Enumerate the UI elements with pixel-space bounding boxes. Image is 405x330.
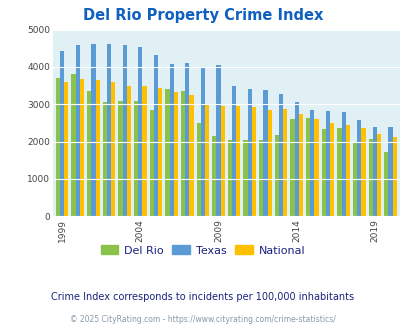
Bar	[95, 80, 100, 216]
Bar	[321, 128, 325, 216]
Bar	[200, 67, 205, 216]
Bar	[126, 86, 131, 216]
Bar	[134, 101, 138, 216]
Bar	[274, 135, 278, 216]
Bar	[181, 91, 185, 216]
Bar	[107, 44, 111, 216]
Bar	[87, 91, 91, 216]
Bar	[232, 86, 236, 216]
Bar	[142, 86, 146, 216]
Bar	[294, 102, 298, 216]
Bar	[227, 141, 232, 216]
Bar	[251, 107, 256, 216]
Bar	[388, 127, 392, 216]
Bar	[60, 51, 64, 216]
Text: Del Rio Property Crime Index: Del Rio Property Crime Index	[83, 8, 322, 23]
Bar	[345, 125, 349, 216]
Bar	[278, 94, 282, 216]
Text: Crime Index corresponds to incidents per 100,000 inhabitants: Crime Index corresponds to incidents per…	[51, 292, 354, 302]
Bar	[91, 44, 95, 216]
Bar	[56, 78, 60, 216]
Bar	[122, 45, 126, 216]
Bar	[158, 88, 162, 216]
Bar	[352, 143, 356, 216]
Bar	[341, 113, 345, 216]
Bar	[153, 55, 158, 216]
Bar	[372, 127, 376, 216]
Bar	[205, 104, 209, 216]
Bar	[314, 119, 318, 216]
Bar	[290, 119, 294, 216]
Bar	[212, 136, 216, 216]
Bar	[247, 89, 251, 216]
Bar	[220, 106, 224, 216]
Bar	[216, 65, 220, 216]
Bar	[356, 120, 360, 216]
Bar	[71, 75, 75, 216]
Bar	[360, 128, 364, 216]
Bar	[196, 123, 200, 216]
Bar	[173, 92, 177, 216]
Bar	[243, 140, 247, 216]
Bar	[309, 110, 314, 216]
Bar	[298, 115, 302, 216]
Bar	[138, 47, 142, 216]
Bar	[392, 137, 396, 216]
Bar	[185, 63, 189, 216]
Bar	[267, 110, 271, 216]
Bar	[75, 45, 80, 216]
Bar	[337, 128, 341, 216]
Text: © 2025 CityRating.com - https://www.cityrating.com/crime-statistics/: © 2025 CityRating.com - https://www.city…	[70, 315, 335, 324]
Bar	[169, 64, 173, 216]
Bar	[263, 90, 267, 216]
Bar	[329, 123, 333, 216]
Bar	[64, 82, 68, 216]
Bar	[368, 139, 372, 216]
Bar	[189, 95, 193, 216]
Bar	[325, 111, 329, 216]
Bar	[305, 118, 309, 216]
Bar	[102, 102, 107, 216]
Bar	[282, 109, 287, 216]
Bar	[236, 106, 240, 216]
Bar	[383, 152, 388, 216]
Bar	[149, 110, 153, 216]
Legend: Del Rio, Texas, National: Del Rio, Texas, National	[96, 241, 309, 260]
Bar	[80, 79, 84, 216]
Bar	[376, 134, 380, 216]
Bar	[118, 101, 122, 216]
Bar	[165, 89, 169, 216]
Bar	[258, 140, 263, 216]
Bar	[111, 82, 115, 216]
